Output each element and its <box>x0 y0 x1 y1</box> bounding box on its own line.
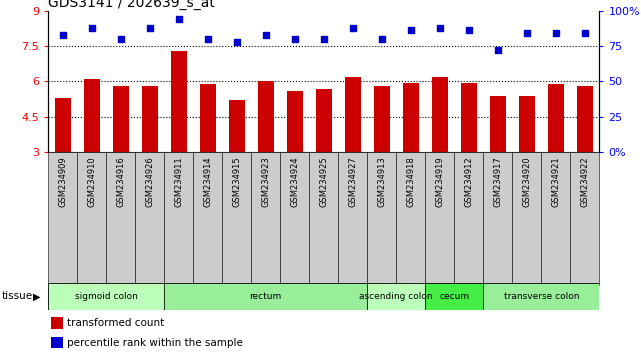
Bar <box>345 77 361 152</box>
Bar <box>541 152 570 285</box>
Bar <box>483 152 512 285</box>
Text: GSM234917: GSM234917 <box>494 156 503 207</box>
Text: GSM234910: GSM234910 <box>87 156 96 207</box>
Bar <box>77 152 106 285</box>
Bar <box>425 152 454 285</box>
Point <box>551 30 561 36</box>
Bar <box>374 86 390 152</box>
Bar <box>48 283 164 310</box>
Text: sigmoid colon: sigmoid colon <box>74 292 138 301</box>
Bar <box>222 152 251 285</box>
Text: GSM234925: GSM234925 <box>319 156 328 207</box>
Text: GSM234918: GSM234918 <box>406 156 415 207</box>
Bar <box>164 283 367 310</box>
Point <box>260 32 271 38</box>
Point <box>231 39 242 45</box>
Point <box>347 25 358 30</box>
Text: GSM234911: GSM234911 <box>174 156 183 207</box>
Bar <box>83 79 99 152</box>
Bar <box>135 152 164 285</box>
Bar <box>461 82 477 152</box>
Point <box>579 30 590 36</box>
Text: ▶: ▶ <box>33 291 41 301</box>
Text: GSM234912: GSM234912 <box>464 156 473 207</box>
Bar <box>229 100 245 152</box>
Bar <box>338 152 367 285</box>
Bar <box>251 152 280 285</box>
Bar <box>432 77 447 152</box>
Point <box>463 28 474 33</box>
Point <box>174 16 184 22</box>
Text: tissue: tissue <box>1 291 33 301</box>
Point <box>435 25 445 30</box>
Bar <box>548 84 564 152</box>
Bar <box>258 81 274 152</box>
Point <box>144 25 154 30</box>
Point <box>203 36 213 42</box>
Bar <box>396 152 425 285</box>
Bar <box>51 337 63 348</box>
Bar <box>142 86 158 152</box>
Text: GSM234926: GSM234926 <box>145 156 154 207</box>
Text: GSM234909: GSM234909 <box>58 156 67 207</box>
Point <box>377 36 387 42</box>
Bar <box>367 152 396 285</box>
Bar <box>570 152 599 285</box>
Bar <box>164 152 193 285</box>
Bar <box>309 152 338 285</box>
Bar <box>193 152 222 285</box>
Point <box>522 30 532 36</box>
Text: GSM234915: GSM234915 <box>232 156 241 207</box>
Bar <box>287 91 303 152</box>
Bar <box>403 82 419 152</box>
Text: GSM234913: GSM234913 <box>378 156 387 207</box>
Bar <box>199 84 215 152</box>
Bar <box>483 283 599 310</box>
Bar <box>316 88 331 152</box>
Text: GSM234927: GSM234927 <box>348 156 357 207</box>
Point <box>290 36 300 42</box>
Point <box>58 32 68 38</box>
Text: rectum: rectum <box>249 292 282 301</box>
Bar <box>490 96 506 152</box>
Text: GSM234916: GSM234916 <box>116 156 125 207</box>
Bar <box>48 152 77 285</box>
Text: percentile rank within the sample: percentile rank within the sample <box>67 338 243 348</box>
Bar <box>454 152 483 285</box>
Bar <box>113 86 129 152</box>
Text: ascending colon: ascending colon <box>360 292 433 301</box>
Text: transformed count: transformed count <box>67 318 165 328</box>
Text: GSM234923: GSM234923 <box>261 156 270 207</box>
Bar <box>51 317 63 329</box>
Bar <box>519 96 535 152</box>
Bar <box>512 152 541 285</box>
Text: transverse colon: transverse colon <box>504 292 579 301</box>
Text: GSM234914: GSM234914 <box>203 156 212 207</box>
Text: cecum: cecum <box>439 292 469 301</box>
Point <box>406 28 416 33</box>
Point <box>319 36 329 42</box>
Point <box>87 25 97 30</box>
Text: GSM234924: GSM234924 <box>290 156 299 207</box>
Text: GSM234922: GSM234922 <box>580 156 589 207</box>
Text: GDS3141 / 202639_s_at: GDS3141 / 202639_s_at <box>48 0 215 10</box>
Text: GSM234921: GSM234921 <box>551 156 560 207</box>
Point <box>115 36 126 42</box>
Bar <box>171 51 187 152</box>
Bar <box>280 152 309 285</box>
Text: GSM234920: GSM234920 <box>522 156 531 207</box>
Bar <box>367 283 425 310</box>
Text: GSM234919: GSM234919 <box>435 156 444 207</box>
Bar <box>106 152 135 285</box>
Bar <box>425 283 483 310</box>
Bar <box>54 98 71 152</box>
Bar <box>577 86 593 152</box>
Point <box>493 47 503 53</box>
